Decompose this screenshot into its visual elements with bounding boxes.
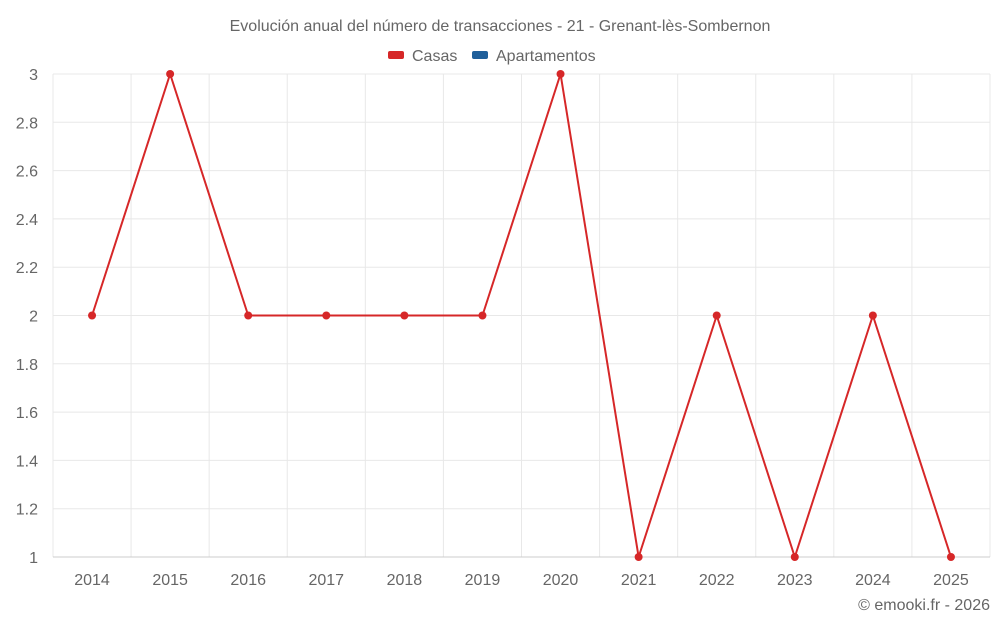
y-axis: 1 1.2 1.4 1.6 1.8 2 2.2 2.4 2.6 2.8 3 — [16, 67, 38, 567]
data-point[interactable] — [946, 553, 955, 561]
x-tick-label: 2014 — [74, 572, 110, 589]
legend-swatch-apartamentos — [472, 51, 488, 59]
plot-area — [88, 70, 955, 561]
legend-item-casas[interactable]: Casas — [388, 48, 457, 65]
series-line-casas — [91, 73, 952, 558]
data-point[interactable] — [712, 311, 721, 320]
y-tick-label: 2.6 — [16, 164, 38, 181]
x-tick-label: 2025 — [933, 572, 969, 589]
legend-item-apartamentos[interactable]: Apartamentos — [472, 48, 596, 65]
y-tick-label: 2.4 — [16, 212, 38, 229]
y-tick-label: 1.4 — [16, 453, 38, 470]
data-point[interactable] — [88, 311, 97, 320]
legend-label-apartamentos: Apartamentos — [496, 48, 596, 65]
chart-title: Evolución anual del número de transaccio… — [230, 18, 771, 35]
x-axis: 2014 2015 2016 2017 2018 2019 2020 2021 2022 2023… — [53, 556, 990, 589]
legend: Casas Apartamentos — [388, 48, 596, 65]
x-tick-label: 2023 — [777, 572, 813, 589]
y-tick-label: 2 — [29, 309, 38, 326]
credit-text: © emooki.fr - 2026 — [858, 597, 990, 614]
y-tick-label: 2.2 — [16, 260, 38, 277]
y-tick-label: 1.8 — [16, 357, 38, 374]
data-point[interactable] — [634, 553, 643, 561]
data-point[interactable] — [244, 311, 253, 320]
legend-swatch-casas — [388, 51, 404, 59]
x-tick-label: 2021 — [621, 572, 657, 589]
x-tick-label: 2018 — [387, 572, 423, 589]
legend-label-casas: Casas — [412, 48, 457, 65]
data-point[interactable] — [400, 311, 409, 320]
data-point[interactable] — [790, 553, 799, 561]
y-tick-label: 1.2 — [16, 502, 38, 519]
x-tick-label: 2019 — [465, 572, 501, 589]
data-point[interactable] — [478, 311, 487, 320]
data-point[interactable] — [868, 311, 877, 320]
x-tick-label: 2022 — [699, 572, 735, 589]
x-tick-label: 2020 — [543, 572, 579, 589]
x-tick-label: 2016 — [230, 572, 266, 589]
y-tick-label: 1 — [29, 550, 38, 567]
y-tick-label: 3 — [29, 67, 38, 84]
y-tick-label: 2.8 — [16, 115, 38, 132]
grid — [52, 73, 991, 558]
x-tick-label: 2017 — [308, 572, 344, 589]
data-point[interactable] — [556, 70, 565, 78]
x-tick-label: 2024 — [855, 572, 891, 589]
data-point[interactable] — [166, 70, 175, 78]
x-tick-label: 2015 — [152, 572, 188, 589]
data-point[interactable] — [322, 311, 331, 320]
y-tick-label: 1.6 — [16, 405, 38, 422]
